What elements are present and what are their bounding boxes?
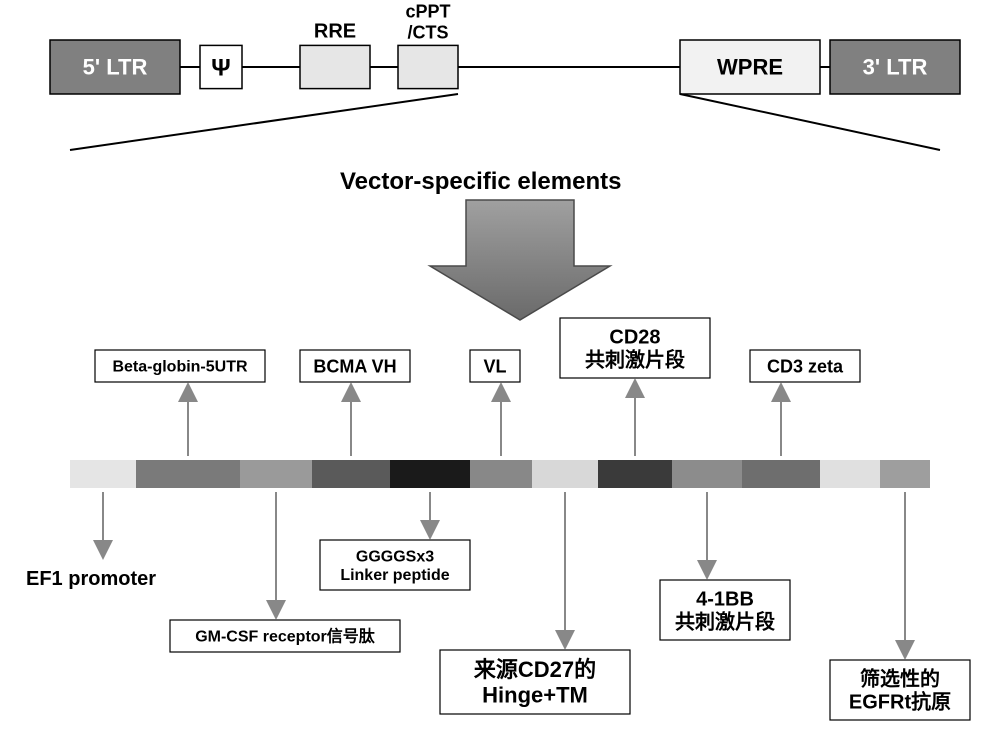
svg-text:CD3 zeta: CD3 zeta (767, 356, 844, 376)
svg-text:cPPT/CTS: cPPT/CTS (405, 2, 450, 43)
svg-text:EF1 promoter: EF1 promoter (26, 568, 156, 590)
svg-text:BCMA VH: BCMA VH (313, 356, 396, 376)
svg-text:来源CD27的Hinge+TM: 来源CD27的Hinge+TM (473, 657, 596, 707)
svg-text:5' LTR: 5' LTR (83, 55, 148, 80)
svg-text:VL: VL (483, 356, 506, 376)
svg-text:GM-CSF receptor信号肽: GM-CSF receptor信号肽 (195, 627, 376, 646)
svg-text:RRE: RRE (314, 20, 356, 42)
svg-text:WPRE: WPRE (717, 55, 783, 80)
svg-text:Ψ: Ψ (211, 54, 230, 81)
svg-text:筛选性的EGFRt抗原: 筛选性的EGFRt抗原 (849, 667, 951, 714)
svg-text:Beta-globin-5UTR: Beta-globin-5UTR (112, 359, 248, 376)
svg-text:3' LTR: 3' LTR (863, 55, 928, 80)
svg-text:GGGGSx3Linker peptide: GGGGSx3Linker peptide (340, 548, 449, 583)
svg-text:Vector-specific elements: Vector-specific elements (340, 168, 621, 195)
